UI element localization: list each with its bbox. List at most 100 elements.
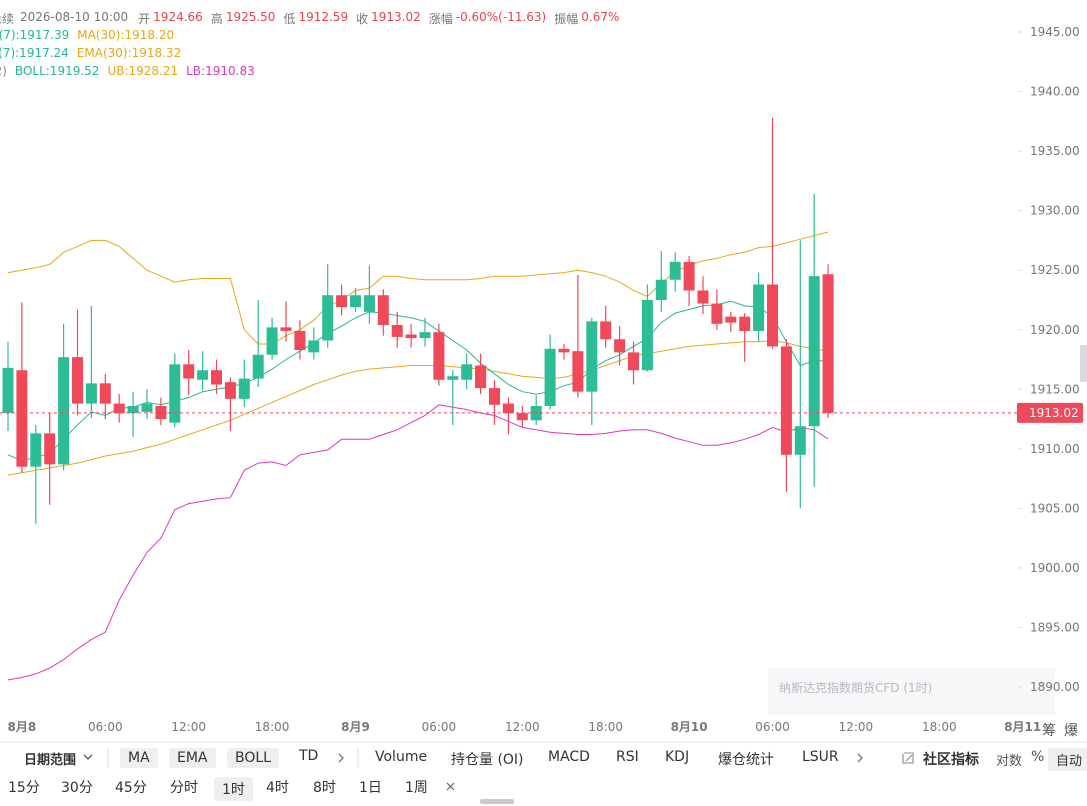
chevron-right: [857, 753, 863, 763]
candle-body: [447, 376, 459, 380]
candle-body: [72, 357, 83, 404]
x-tick-label: 06:00: [422, 720, 457, 734]
field-label: 高: [210, 12, 223, 26]
toolbar-item[interactable]: 30分: [61, 780, 93, 796]
symbol: 永续: [0, 12, 15, 26]
candle-body: [322, 295, 334, 341]
candle-body: [155, 405, 167, 420]
toolbar-item[interactable]: TD: [299, 748, 319, 764]
toolbar-item[interactable]: Volume: [375, 749, 428, 765]
toolbar-item[interactable]: 8时: [313, 780, 336, 796]
candle-body: [572, 351, 584, 392]
x-tick-label: 8月8: [8, 720, 37, 734]
toolbar-item[interactable]: LSUR: [802, 749, 839, 765]
candle-body: [725, 316, 737, 323]
candle-body: [808, 276, 820, 427]
candle-body: [655, 279, 667, 300]
toolbar-item[interactable]: 持仓量 (OI): [451, 752, 524, 768]
toolbar-item[interactable]: 自动: [1048, 748, 1087, 771]
x-tick-label: 18:00: [255, 720, 290, 734]
candle-body: [238, 378, 250, 399]
toolbar-item[interactable]: RSI: [616, 749, 639, 765]
y-tick-label: 1920.00: [1030, 323, 1080, 337]
candle-body: [697, 290, 709, 304]
toolbar-item[interactable]: %: [1031, 749, 1045, 765]
toolbar-item[interactable]: 1周: [405, 780, 428, 796]
candle-body: [363, 295, 375, 312]
candle-body: [58, 357, 70, 465]
field-value: 0.67%: [581, 10, 620, 24]
legend-item: MA(30):1918.20: [77, 28, 175, 42]
toolbar-item[interactable]: 1时: [214, 777, 253, 801]
toolbar-item[interactable]: 4时: [266, 780, 289, 796]
candle-body: [669, 261, 681, 280]
candle-body: [336, 295, 348, 308]
y-tick-label: 1900.00: [1030, 561, 1080, 575]
close-icon: [446, 782, 455, 791]
toolbar-item[interactable]: MACD: [548, 749, 590, 765]
toolbar-item[interactable]: 1日: [359, 780, 382, 796]
candle-body: [294, 330, 306, 350]
y-tick-label: 1935.00: [1030, 144, 1080, 158]
x-tick-label: 06:00: [88, 720, 123, 734]
y-tick-label: 1910.00: [1030, 442, 1080, 456]
candle-body: [475, 365, 487, 389]
field-label: 收: [356, 12, 369, 26]
side-label: 筹: [1042, 722, 1056, 739]
toolbar-item[interactable]: BOLL: [227, 748, 279, 768]
legend-item: EMA(30):1918.32: [76, 46, 182, 60]
x-tick-label: 18:00: [588, 720, 623, 734]
chevron-down: [83, 754, 93, 760]
candle-body: [767, 284, 778, 347]
candle-body: [183, 364, 195, 379]
x-tick-label: 06:00: [755, 720, 790, 734]
candle-body: [433, 332, 445, 380]
candle-body: [489, 388, 500, 405]
drag-handle[interactable]: [480, 799, 514, 804]
watermark: 纳斯达克指数期货CFD (1时): [779, 680, 932, 695]
legend-item: BOLL(20,2): [0, 64, 7, 78]
candle-body: [502, 403, 514, 414]
candle-body: [419, 332, 431, 339]
indicator-line: [7, 339, 829, 476]
field-value: 1913.02: [371, 10, 421, 24]
y-tick-label: 1945.00: [1030, 25, 1080, 39]
toolbar-item[interactable]: 日期范围: [24, 753, 77, 768]
field-label: 振幅: [554, 12, 579, 26]
last-price-label: 1913.02: [1029, 406, 1079, 420]
field-label: 涨幅: [428, 12, 453, 26]
candle-body: [822, 274, 834, 413]
field-label: 低: [283, 12, 296, 26]
toolbar-item[interactable]: 15分: [8, 780, 40, 796]
watermark-panel: [768, 668, 1055, 715]
toolbar-item[interactable]: 对数: [996, 754, 1023, 769]
candle-body: [544, 348, 556, 406]
candle-body: [516, 413, 528, 421]
candle-body: [794, 426, 806, 455]
toolbar-item[interactable]: KDJ: [665, 749, 690, 765]
toolbar-item[interactable]: 分时: [170, 780, 198, 796]
legend-item: EMA(7):1917.24: [0, 46, 69, 60]
side-tab[interactable]: [1080, 345, 1087, 382]
candle-body: [753, 284, 765, 331]
candle-body: [586, 321, 598, 392]
candle-body: [44, 433, 56, 465]
y-tick-label: 1905.00: [1030, 501, 1080, 515]
y-tick-label: 1925.00: [1030, 263, 1080, 277]
candle-body: [30, 433, 42, 467]
candle-body: [405, 334, 417, 339]
toolbar-item[interactable]: EMA: [169, 748, 216, 768]
candle-body: [711, 303, 723, 324]
toolbar-item[interactable]: 爆仓统计: [718, 752, 774, 768]
candle-body: [377, 295, 389, 325]
candle-body: [252, 354, 264, 379]
legend-item: MA(7):1917.39: [0, 28, 70, 42]
field-value: 1912.59: [298, 10, 349, 24]
y-tick-label: 1940.00: [1030, 85, 1080, 99]
toolbar-item[interactable]: 45分: [115, 780, 147, 796]
toolbar-item[interactable]: MA: [120, 748, 158, 768]
toolbar-item[interactable]: 社区指标: [923, 752, 979, 768]
x-tick-label: 8月10: [671, 720, 708, 734]
x-tick-label: 12:00: [839, 720, 874, 734]
candle-body: [600, 321, 612, 340]
